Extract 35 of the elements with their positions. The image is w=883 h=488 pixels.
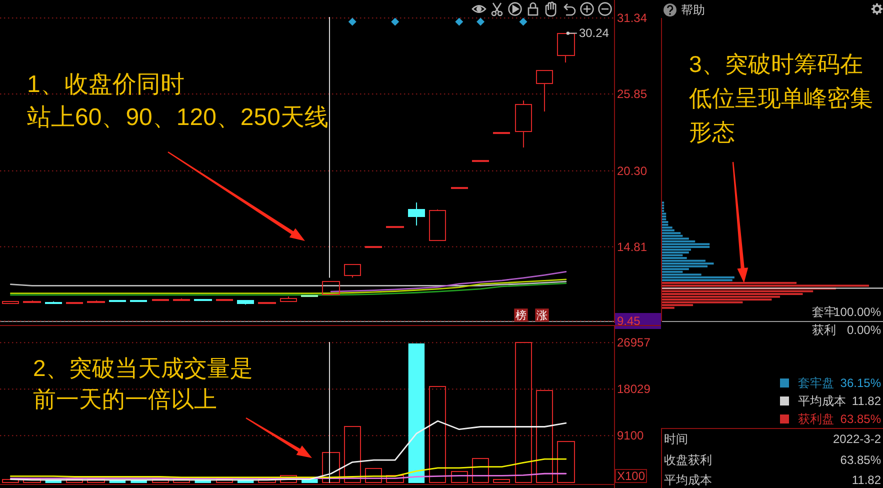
text: 收盘获利 bbox=[664, 453, 712, 467]
text: 时间 bbox=[664, 432, 688, 446]
annotation: 榜 bbox=[516, 309, 526, 322]
legend-label: 套牢盘 bbox=[798, 376, 834, 390]
annotation: 3、突破时筹码在低位呈现单峰密集形态 bbox=[689, 51, 873, 145]
legend-label: 获利盘 bbox=[798, 412, 834, 426]
y-tick-label: 9100 bbox=[617, 428, 644, 443]
text: 63.85% bbox=[840, 412, 882, 426]
text: 30.24 bbox=[578, 26, 610, 40]
y-axis-title: X100 bbox=[617, 469, 646, 483]
y-tick-label: 9.45 bbox=[617, 314, 641, 328]
text: 0.00% bbox=[846, 323, 882, 337]
text: 63.85% bbox=[840, 453, 882, 467]
y-tick-label: 26957 bbox=[617, 336, 651, 350]
y-tick-label: 14.81 bbox=[617, 240, 648, 254]
annotation: 1、收盘价同时站上60、90、120、250天线 bbox=[27, 71, 328, 131]
legend-label: 平均成本 bbox=[798, 394, 846, 408]
text: 平均成本 bbox=[664, 473, 712, 487]
annotation: 涨 bbox=[536, 310, 548, 322]
text: 11.82 bbox=[852, 394, 882, 408]
annotation: 2、突破当天成交量是前一天的一倍以上 bbox=[33, 355, 253, 412]
text: 2022-3-2 bbox=[832, 432, 882, 446]
annotation: 100.00% bbox=[834, 305, 882, 319]
y-tick-label: 20.30 bbox=[617, 164, 648, 178]
y-tick-label: 25.85 bbox=[617, 86, 648, 101]
text: 11.82 bbox=[852, 473, 882, 487]
y-tick-label: 18029 bbox=[617, 382, 651, 396]
legend-item: 获利盘 bbox=[780, 412, 834, 426]
annotation: 套牢 bbox=[812, 305, 836, 319]
legend-item: 平均成本 bbox=[780, 394, 846, 408]
text: 获利 bbox=[812, 323, 836, 337]
y-tick-label: 31.34 bbox=[617, 11, 648, 25]
text: 帮助 bbox=[681, 3, 705, 17]
legend-item: 套牢盘 bbox=[780, 376, 834, 390]
text: 36.15% bbox=[840, 376, 882, 390]
